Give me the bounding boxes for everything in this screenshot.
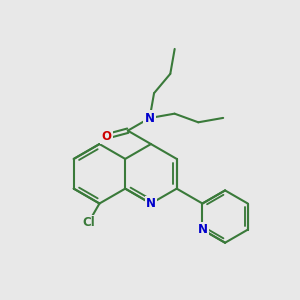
Text: N: N xyxy=(146,197,156,210)
Text: Cl: Cl xyxy=(82,216,95,229)
Text: N: N xyxy=(145,112,155,124)
Text: N: N xyxy=(197,223,207,236)
Text: O: O xyxy=(101,130,111,143)
